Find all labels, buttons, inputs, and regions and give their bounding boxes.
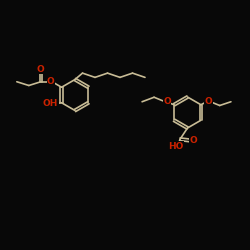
Text: OH: OH — [43, 99, 58, 108]
Text: HO: HO — [168, 142, 184, 151]
Text: O: O — [47, 76, 55, 86]
Text: O: O — [163, 97, 171, 106]
Text: O: O — [190, 136, 198, 145]
Text: O: O — [204, 97, 212, 106]
Text: O: O — [37, 65, 45, 74]
